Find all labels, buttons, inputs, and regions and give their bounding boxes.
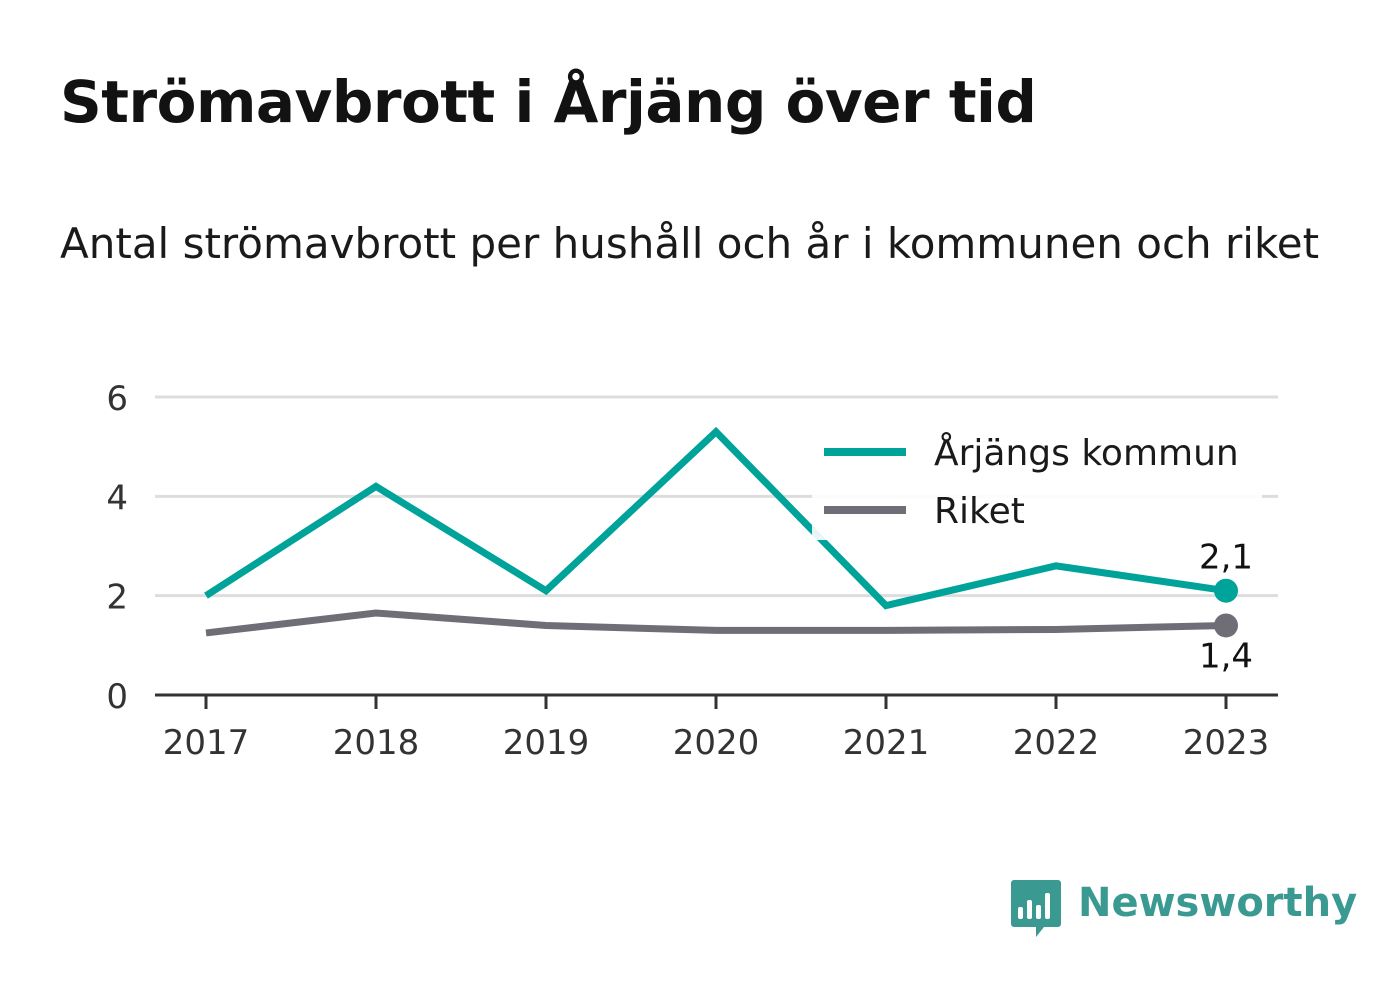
x-axis: 2017 2018 2019 2020 2021 2022 2023 — [155, 693, 1278, 763]
chart-title: Strömavbrott i Årjäng över tid — [60, 68, 1037, 136]
series-line-1 — [205, 609, 1227, 637]
y-tick-label: 6 — [106, 379, 128, 419]
series-lines — [204, 426, 1238, 638]
y-tick-label: 4 — [106, 478, 128, 518]
chart-subtitle: Antal strömavbrott per hushåll och år i … — [60, 219, 1320, 268]
end-labels: 2,1 1,4 — [1199, 538, 1253, 677]
series-line-0 — [204, 426, 1227, 610]
series-end-point-1 — [1214, 613, 1238, 638]
end-label-0: 2,1 — [1199, 538, 1253, 578]
x-tick-label: 2020 — [673, 723, 760, 763]
x-tick-label: 2022 — [1013, 723, 1100, 763]
y-tick-label: 2 — [106, 578, 128, 618]
x-tick-label: 2021 — [843, 723, 930, 763]
legend: Årjängs kommun Riket — [812, 430, 1262, 540]
legend-label-0: Årjängs kommun — [934, 431, 1239, 474]
bar-chart-speech-bubble-icon — [1011, 880, 1061, 937]
y-axis: 0 2 4 6 — [106, 379, 128, 717]
brand-logo: Newsworthy — [1010, 878, 1357, 940]
brand-name: Newsworthy — [1078, 880, 1358, 926]
y-tick-label: 0 — [106, 677, 128, 717]
x-tick-label: 2023 — [1183, 723, 1270, 763]
end-label-1: 1,4 — [1199, 636, 1253, 676]
series-end-point-0 — [1214, 578, 1238, 603]
x-tick-label: 2018 — [333, 723, 420, 763]
x-tick-label: 2019 — [503, 723, 590, 763]
x-tick-label: 2017 — [163, 723, 250, 763]
legend-label-1: Riket — [934, 491, 1025, 532]
